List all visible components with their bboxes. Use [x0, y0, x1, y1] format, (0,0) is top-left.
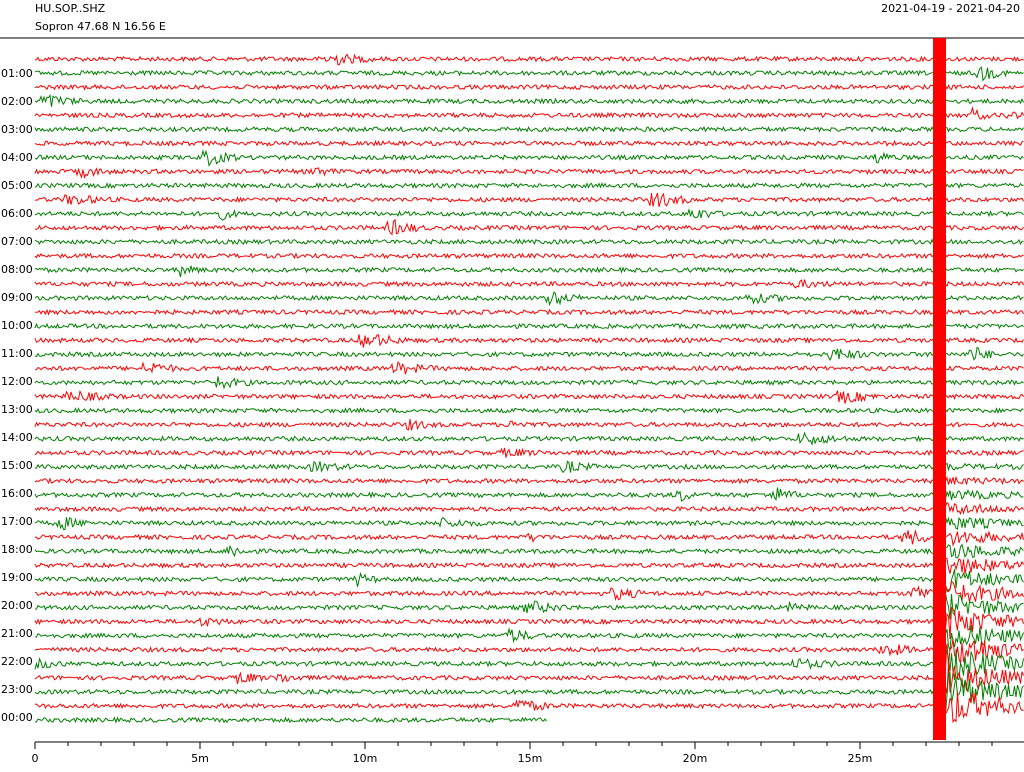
trace	[34, 167, 1024, 179]
row-label: 12:00	[1, 375, 33, 388]
trace	[34, 279, 1024, 289]
trace	[34, 308, 1024, 316]
trace	[34, 593, 1024, 620]
station-code: HU.SOP..SHZ	[35, 2, 106, 15]
trace	[34, 265, 1024, 278]
x-tick-label: 20m	[683, 752, 708, 765]
trace	[34, 182, 1024, 190]
row-label: 00:00	[1, 711, 33, 724]
trace	[34, 644, 1024, 681]
row-label: 11:00	[1, 347, 33, 360]
trace	[34, 66, 1024, 82]
event-saturation	[933, 38, 946, 740]
row-label: 20:00	[1, 599, 33, 612]
x-tick-label: 10m	[353, 752, 378, 765]
row-label: 18:00	[1, 543, 33, 556]
trace	[34, 125, 1024, 133]
trace	[34, 346, 1024, 362]
row-label: 01:00	[1, 67, 33, 80]
date-range: 2021-04-19 - 2021-04-20	[881, 2, 1020, 15]
trace	[34, 431, 1024, 447]
trace	[34, 334, 1024, 348]
trace	[34, 192, 1024, 208]
trace	[34, 661, 1024, 695]
trace	[34, 322, 1024, 330]
row-label: 04:00	[1, 151, 33, 164]
x-tick-label: 25m	[848, 752, 873, 765]
row-label: 14:00	[1, 431, 33, 444]
trace	[35, 460, 1024, 474]
trace	[34, 139, 1024, 147]
x-tick-label: 0	[32, 752, 39, 765]
trace	[34, 106, 1024, 120]
row-label: 16:00	[1, 487, 33, 500]
row-label: 03:00	[1, 123, 33, 136]
row-label: 05:00	[1, 179, 33, 192]
trace	[34, 238, 1024, 246]
row-label: 06:00	[1, 207, 33, 220]
trace	[34, 581, 1024, 603]
row-label: 02:00	[1, 95, 33, 108]
trace	[34, 625, 1024, 651]
row-label: 10:00	[1, 319, 33, 332]
trace	[35, 53, 1024, 66]
x-tick-label: 5m	[191, 752, 209, 765]
row-label: 23:00	[1, 683, 33, 696]
trace	[34, 207, 1024, 221]
trace	[34, 447, 1024, 458]
trace	[34, 543, 1024, 559]
trace	[34, 376, 1024, 390]
x-tick-label: 15m	[518, 752, 543, 765]
trace	[34, 389, 1024, 404]
row-label: 21:00	[1, 627, 33, 640]
trace	[34, 501, 1024, 515]
row-label: 08:00	[1, 263, 33, 276]
trace	[34, 691, 1024, 724]
row-label: 17:00	[1, 515, 33, 528]
trace	[34, 419, 1024, 431]
trace	[34, 606, 1024, 640]
trace	[34, 93, 1024, 107]
trace	[34, 569, 1024, 593]
row-label: 09:00	[1, 291, 33, 304]
traces	[34, 38, 1024, 740]
trace	[34, 557, 1024, 574]
trace	[34, 671, 1024, 713]
trace	[34, 407, 1024, 415]
trace	[34, 360, 1024, 375]
row-label: 19:00	[1, 571, 33, 584]
trace	[34, 529, 1024, 547]
trace	[34, 516, 1024, 531]
trace	[34, 638, 1024, 668]
trace	[34, 716, 547, 724]
trace	[34, 291, 1024, 307]
row-label: 07:00	[1, 235, 33, 248]
trace	[34, 487, 1024, 502]
row-label: 22:00	[1, 655, 33, 668]
trace	[34, 475, 1024, 486]
row-label: 15:00	[1, 459, 33, 472]
row-label: 13:00	[1, 403, 33, 416]
trace	[34, 218, 1024, 236]
trace	[34, 252, 1024, 260]
station-location: Sopron 47.68 N 16.56 E	[35, 20, 166, 33]
labels: 01:00 02:00 03:00 04:00 05:00 06:00 07:00 08:00…	[1, 67, 993, 765]
trace	[34, 149, 1024, 167]
trace	[34, 83, 1024, 91]
